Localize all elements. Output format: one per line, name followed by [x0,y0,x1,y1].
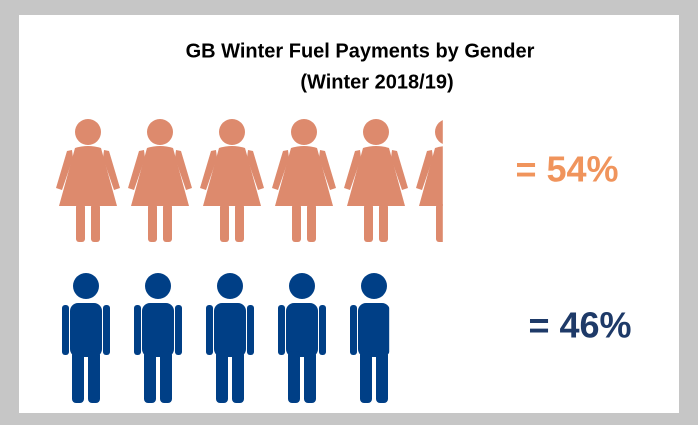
icon-leg [360,351,372,403]
icon-head [363,119,389,145]
icon-arm [175,150,192,190]
icon [278,273,326,403]
icon-arm [344,150,361,190]
icon-leg [304,351,316,403]
icon-row [56,119,443,242]
icon [56,119,120,242]
icon-head [147,119,173,145]
icon-arm [272,150,289,190]
icon-arm [206,305,213,355]
icon-torso [142,303,174,357]
icon-arm [391,150,408,190]
chart-title: GB Winter Fuel Payments by Gender [186,40,535,62]
icon-head [361,273,387,299]
icon [416,120,443,242]
icon-head [291,119,317,145]
value-label: = 54% [515,149,618,190]
chart-subtitle: (Winter 2018/19) [300,71,453,93]
icon-arm [319,150,336,190]
icon-leg [144,351,156,403]
panel [19,15,679,413]
icon-leg [292,204,301,242]
icon-dress [419,146,443,206]
icon-arm [350,305,357,355]
icon [206,273,254,403]
icon-arm [278,305,285,355]
icon-torso [214,303,246,357]
icon-leg [91,204,100,242]
icon-arm [62,305,69,355]
icon [62,273,110,403]
icon-torso [70,303,102,357]
value-label: = 46% [528,305,631,346]
icon-arm [128,150,145,190]
icon-leg [148,204,157,242]
icon-head [73,273,99,299]
icon-arm [319,305,326,355]
icon-arm [134,305,141,355]
icon [350,273,390,403]
icon-leg [232,351,244,403]
icon-leg [379,204,388,242]
icon-leg [376,351,388,403]
icon-arm [247,305,254,355]
icon-head [435,120,443,144]
icon-head [217,273,243,299]
icon-dress [203,146,261,206]
icon-arm [175,305,182,355]
icon [344,119,408,242]
icon-leg [288,351,300,403]
icon-arm [247,150,264,190]
icon-arm [200,150,217,190]
icon-head [75,119,101,145]
icon [134,273,182,403]
icon-torso [286,303,318,357]
icon-row [62,273,390,403]
icon-leg [220,204,229,242]
icon-dress [131,146,189,206]
icon-leg [88,351,100,403]
icon [200,119,264,242]
icon-head [145,273,171,299]
icon-torso [358,303,390,357]
icon-leg [436,204,443,242]
icon-leg [163,204,172,242]
icon-dress [347,146,405,206]
icon [272,119,336,242]
icon-leg [235,204,244,242]
icon-leg [160,351,172,403]
icon-head [219,119,245,145]
icon-head [289,273,315,299]
icon-leg [307,204,316,242]
icon-leg [216,351,228,403]
icon-leg [72,351,84,403]
icon-dress [275,146,333,206]
icon-arm [416,150,433,190]
icon-leg [76,204,85,242]
icon-dress [59,146,117,206]
icon-arm [103,305,110,355]
icon [128,119,192,242]
icon-arm [56,150,73,190]
icon-arm [103,150,120,190]
icon-leg [364,204,373,242]
